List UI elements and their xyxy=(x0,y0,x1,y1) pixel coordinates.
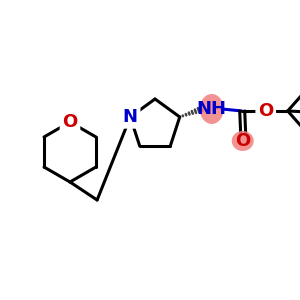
Text: N: N xyxy=(123,108,138,126)
Text: O: O xyxy=(235,132,250,150)
Text: O: O xyxy=(62,113,78,131)
Text: O: O xyxy=(258,102,273,120)
Ellipse shape xyxy=(232,131,254,151)
Text: NH: NH xyxy=(197,100,227,118)
Ellipse shape xyxy=(200,94,224,124)
